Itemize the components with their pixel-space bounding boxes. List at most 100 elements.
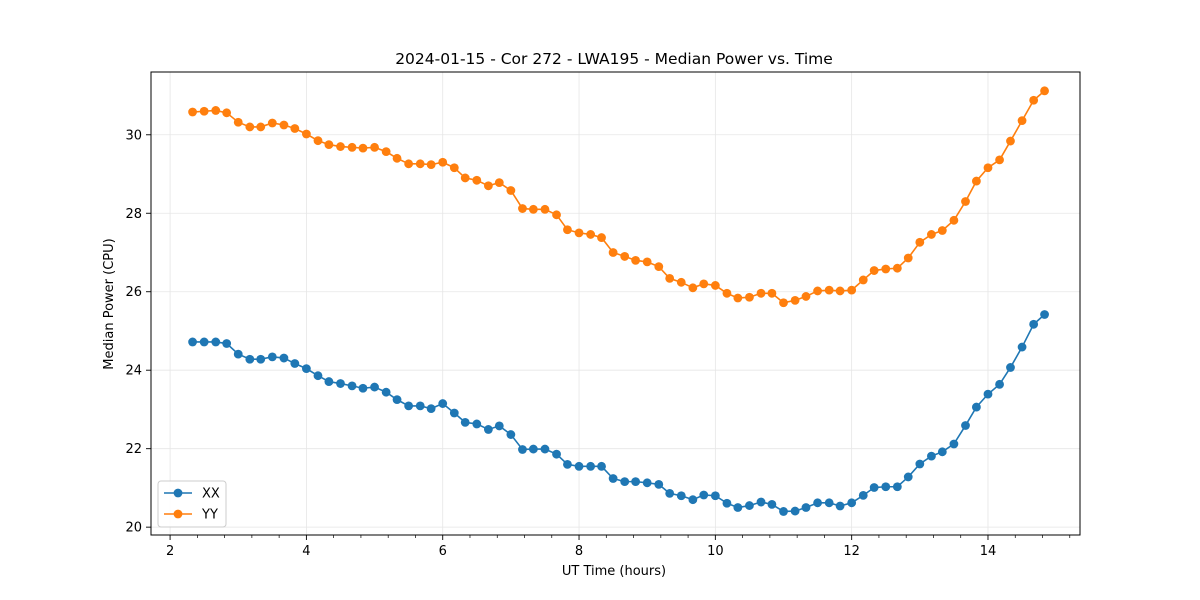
data-point-xx xyxy=(370,382,379,392)
series-xx xyxy=(188,310,1049,516)
data-point-xx xyxy=(324,377,334,386)
data-point-xx xyxy=(961,421,970,430)
data-point-xx xyxy=(722,498,732,508)
data-point-xx xyxy=(869,483,879,492)
data-point-yy xyxy=(971,176,981,186)
data-point-xx xyxy=(915,459,925,469)
data-point-xx xyxy=(574,461,584,471)
series-line-yy xyxy=(192,90,1046,304)
legend-item-yy: YY xyxy=(164,508,218,523)
data-point-yy xyxy=(835,286,845,296)
data-point-yy xyxy=(813,286,822,296)
data-point-xx xyxy=(426,404,436,414)
data-point-xx xyxy=(847,498,857,508)
data-point-yy xyxy=(620,252,630,261)
data-point-xx xyxy=(290,359,300,368)
data-point-xx xyxy=(199,337,209,347)
data-point-xx xyxy=(688,495,698,505)
data-point-xx xyxy=(528,444,538,454)
data-point-xx xyxy=(392,395,402,405)
data-point-yy xyxy=(869,266,879,275)
data-point-yy xyxy=(1040,86,1049,96)
data-point-yy xyxy=(665,273,675,283)
data-point-xx xyxy=(903,472,913,482)
y-tick-label: 26 xyxy=(125,285,142,300)
data-point-xx xyxy=(233,349,243,359)
data-point-xx xyxy=(552,449,561,459)
data-point-xx xyxy=(881,482,891,492)
data-point-xx xyxy=(336,379,345,388)
data-point-xx xyxy=(745,501,754,510)
data-point-yy xyxy=(824,285,834,295)
data-point-xx xyxy=(245,354,255,364)
data-point-yy xyxy=(699,279,709,289)
data-point-yy xyxy=(233,117,243,127)
data-point-xx xyxy=(483,425,493,434)
data-point-xx xyxy=(1029,319,1039,329)
data-point-yy xyxy=(370,142,379,152)
data-point-yy xyxy=(937,226,947,235)
data-point-yy xyxy=(733,293,743,303)
data-point-xx xyxy=(381,387,391,397)
chart-title: 2024-01-15 - Cor 272 - LWA195 - Median P… xyxy=(395,50,833,68)
data-point-xx xyxy=(642,478,652,488)
data-point-yy xyxy=(188,107,197,117)
data-point-xx xyxy=(597,461,606,471)
data-point-yy xyxy=(642,257,652,267)
data-point-yy xyxy=(608,248,618,257)
data-point-xx xyxy=(540,444,550,454)
data-point-yy xyxy=(722,288,732,298)
data-point-yy xyxy=(631,255,641,265)
data-point-xx xyxy=(654,479,664,489)
data-point-yy xyxy=(460,173,470,183)
data-point-yy xyxy=(358,143,368,153)
data-point-xx xyxy=(835,501,845,511)
data-point-yy xyxy=(279,120,289,130)
data-point-yy xyxy=(790,295,800,305)
data-point-yy xyxy=(915,237,925,247)
data-point-xx xyxy=(188,337,197,347)
x-axis-label: UT Time (hours) xyxy=(562,564,666,579)
data-point-xx xyxy=(767,499,777,509)
data-point-yy xyxy=(222,108,232,118)
x-tick-label: 14 xyxy=(980,544,997,559)
series-layer xyxy=(188,86,1049,516)
legend-item-xx: XX xyxy=(164,487,220,502)
data-point-xx xyxy=(222,339,232,348)
data-point-yy xyxy=(779,298,788,308)
data-point-yy xyxy=(949,215,959,225)
data-point-xx xyxy=(256,354,266,364)
data-point-yy xyxy=(586,230,596,239)
y-tick-label: 28 xyxy=(125,207,142,222)
x-tick-label: 2 xyxy=(166,544,174,559)
data-point-yy xyxy=(892,263,902,273)
data-point-xx xyxy=(358,383,368,393)
data-point-yy xyxy=(506,186,516,195)
y-axis-label: Median Power (CPU) xyxy=(102,238,117,369)
x-tick-label: 6 xyxy=(439,544,447,559)
legend-label: YY xyxy=(201,508,218,523)
data-point-xx xyxy=(460,417,470,427)
data-point-yy xyxy=(1029,95,1039,105)
data-point-yy xyxy=(710,281,720,290)
y-tick-label: 22 xyxy=(125,442,142,457)
data-point-yy xyxy=(256,122,266,132)
data-point-xx xyxy=(699,490,709,500)
data-point-yy xyxy=(290,124,300,133)
data-point-yy xyxy=(426,160,436,170)
data-point-xx xyxy=(1017,342,1027,352)
data-point-yy xyxy=(267,118,277,128)
data-point-yy xyxy=(528,204,538,214)
y-tick-label: 24 xyxy=(125,364,142,379)
y-tick-label: 30 xyxy=(125,128,142,143)
data-point-yy xyxy=(438,157,448,167)
data-point-xx xyxy=(971,402,981,412)
x-tick-label: 10 xyxy=(707,544,724,559)
x-tick-label: 12 xyxy=(843,544,860,559)
data-point-xx xyxy=(790,506,800,516)
data-point-yy xyxy=(392,153,402,163)
data-point-xx xyxy=(779,507,788,516)
data-point-yy xyxy=(313,136,323,146)
data-point-yy xyxy=(995,155,1004,165)
